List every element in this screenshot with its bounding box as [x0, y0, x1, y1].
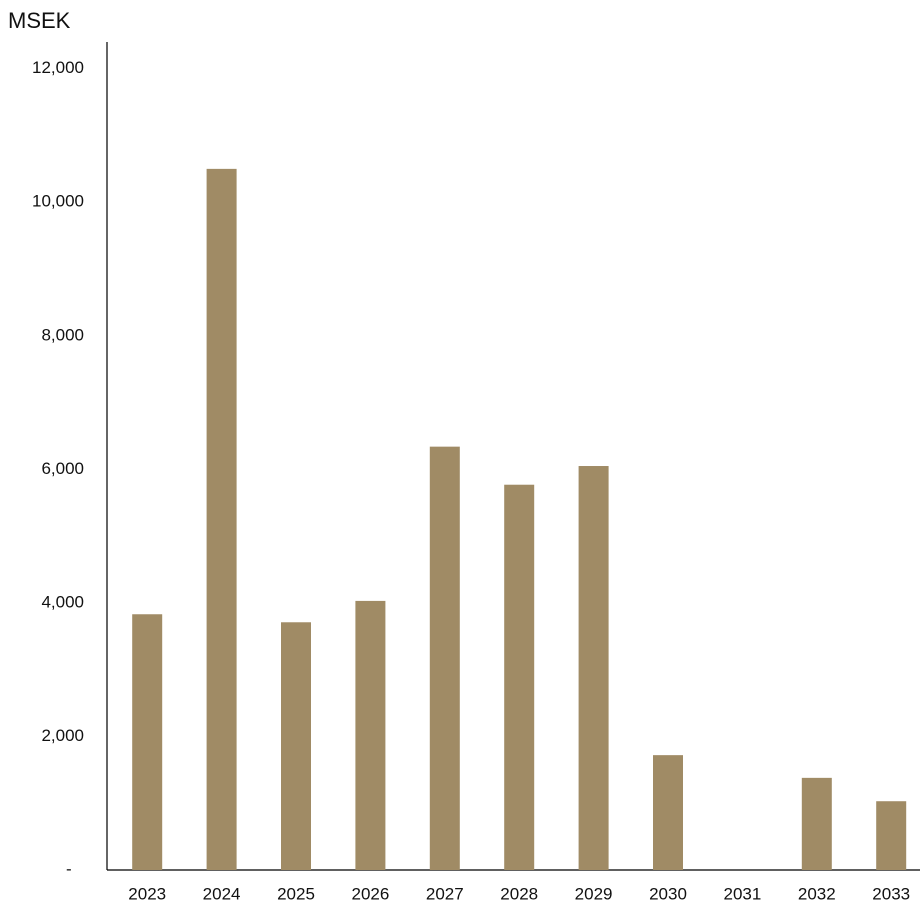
x-tick-label: 2030 [649, 884, 687, 903]
bar [206, 168, 237, 870]
y-tick-label: 6,000 [41, 459, 84, 478]
y-tick-label: 4,000 [41, 592, 84, 611]
x-tick-label: 2028 [500, 884, 538, 903]
y-tick-label: 8,000 [41, 325, 84, 344]
bar [653, 755, 683, 870]
x-tick-label: 2029 [575, 884, 613, 903]
x-tick-label: 2033 [872, 884, 910, 903]
y-tick-label: 10,000 [32, 192, 84, 211]
y-tick-label: 2,000 [41, 726, 84, 745]
x-tick-label: 2031 [723, 884, 761, 903]
bar [504, 484, 535, 870]
bar [355, 600, 386, 870]
bar [281, 622, 311, 870]
x-tick-label: 2032 [798, 884, 836, 903]
y-tick-label: - [66, 859, 72, 878]
x-tick-label: 2023 [128, 884, 166, 903]
y-axis-label: MSEK [8, 8, 71, 33]
bar [801, 777, 832, 870]
x-tick-label: 2024 [203, 884, 241, 903]
y-tick-label: 12,000 [32, 58, 84, 77]
bar [429, 446, 460, 870]
bar [132, 614, 163, 870]
x-tick-label: 2027 [426, 884, 464, 903]
bar [876, 801, 907, 870]
x-tick-label: 2026 [351, 884, 389, 903]
x-tick-label: 2025 [277, 884, 315, 903]
bar [578, 466, 609, 870]
